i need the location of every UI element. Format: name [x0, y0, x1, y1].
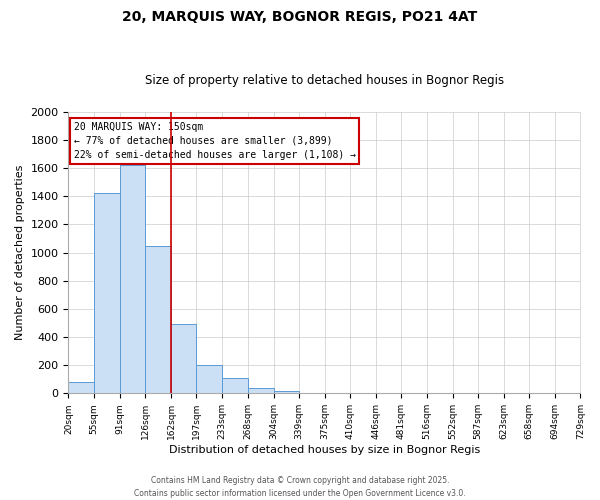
- Bar: [222, 378, 248, 394]
- Title: Size of property relative to detached houses in Bognor Regis: Size of property relative to detached ho…: [145, 74, 504, 87]
- Text: 20 MARQUIS WAY: 150sqm
← 77% of detached houses are smaller (3,899)
22% of semi-: 20 MARQUIS WAY: 150sqm ← 77% of detached…: [74, 122, 356, 160]
- Text: Contains HM Land Registry data © Crown copyright and database right 2025.
Contai: Contains HM Land Registry data © Crown c…: [134, 476, 466, 498]
- Bar: [145, 246, 171, 394]
- Bar: [299, 392, 325, 394]
- X-axis label: Distribution of detached houses by size in Bognor Regis: Distribution of detached houses by size …: [169, 445, 480, 455]
- Bar: [68, 382, 94, 394]
- Bar: [119, 166, 145, 394]
- Bar: [196, 365, 222, 394]
- Bar: [248, 388, 274, 394]
- Bar: [94, 194, 119, 394]
- Bar: [274, 390, 299, 394]
- Bar: [171, 324, 196, 394]
- Text: 20, MARQUIS WAY, BOGNOR REGIS, PO21 4AT: 20, MARQUIS WAY, BOGNOR REGIS, PO21 4AT: [122, 10, 478, 24]
- Y-axis label: Number of detached properties: Number of detached properties: [15, 165, 25, 340]
